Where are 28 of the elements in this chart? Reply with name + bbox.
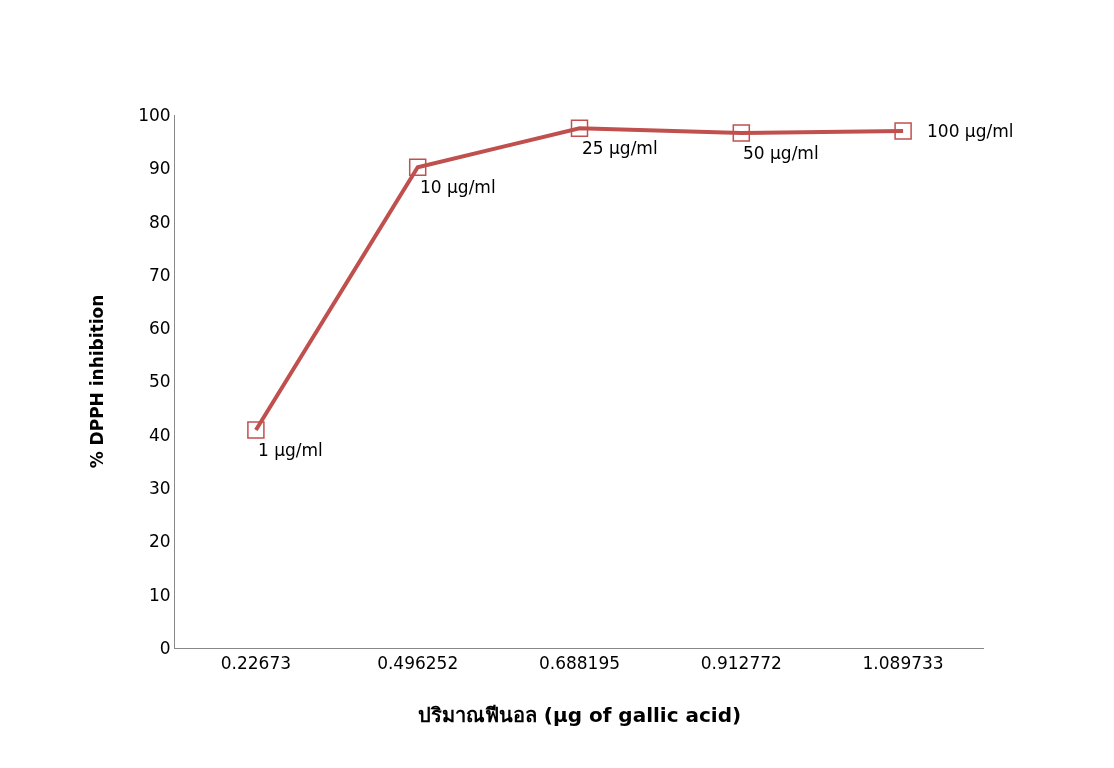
x-tick-label: 1.089733: [862, 653, 944, 674]
y-tick-label: 80: [148, 211, 171, 232]
x-axis-title: ปริมาณฟีนอล (µg of gallic acid): [417, 702, 742, 727]
y-tick-label: 70: [148, 264, 171, 285]
y-tick-label: 60: [148, 318, 171, 339]
point: [247, 421, 265, 439]
annotation: 25 µg/ml: [582, 138, 658, 158]
y-tick-label: 30: [148, 478, 171, 499]
y-axis-title: % DPPH inhibition: [86, 294, 107, 469]
x-tick-label: 0.912772: [700, 653, 782, 674]
point: [732, 124, 751, 142]
x-tick-label: 0.688195: [538, 653, 621, 674]
point: [408, 158, 427, 176]
y-tick-label: 0: [159, 637, 171, 658]
x-tick-label: 0.496252: [377, 653, 459, 674]
point: [570, 119, 589, 138]
x-tick-label: 0.22673: [220, 653, 292, 674]
y-tick-label: 40: [148, 424, 171, 445]
y-tick-label: 10: [148, 584, 171, 605]
annotation: 50 µg/ml: [743, 143, 819, 163]
annotation: 100 µg/ml: [927, 121, 1014, 141]
annotation: 10 µg/ml: [420, 177, 496, 197]
y-tick-label: 100: [138, 104, 171, 125]
y-tick-label: 90: [148, 158, 171, 179]
y-tick-label: 50: [148, 371, 171, 392]
annotation: 1 µg/ml: [258, 440, 323, 460]
y-tick-label: 20: [148, 531, 171, 552]
point: [894, 122, 912, 140]
